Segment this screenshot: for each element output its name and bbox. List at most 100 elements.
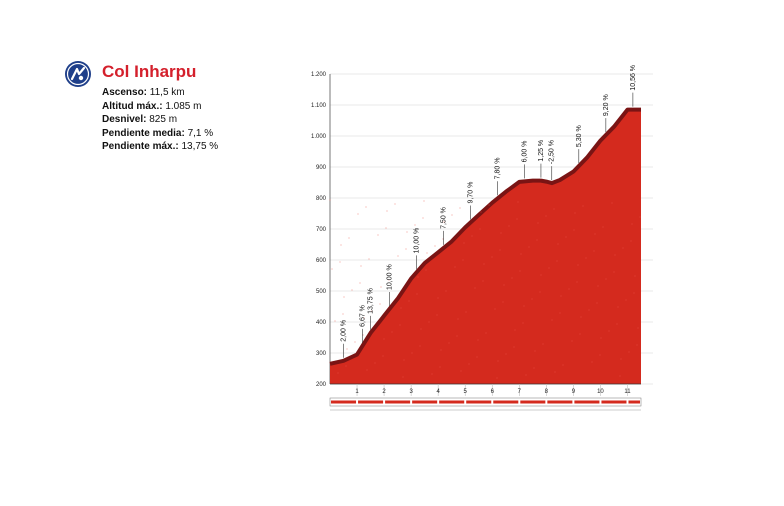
texture-dot: [420, 328, 422, 330]
texture-dot: [580, 316, 582, 318]
gradient-label: 9,20 %: [603, 94, 610, 116]
texture-dot: [462, 259, 464, 261]
texture-dot: [477, 339, 479, 341]
texture-dot: [479, 228, 481, 230]
gradient-label: 10,56 %: [630, 65, 637, 91]
x-tick-label: 1: [355, 389, 359, 395]
x-tick-label: 11: [624, 389, 631, 395]
texture-dot: [386, 210, 388, 212]
texture-dot: [382, 355, 384, 357]
gradient-label: 1,25 %: [538, 140, 545, 162]
texture-dot: [502, 301, 504, 303]
y-tick-label: 600: [316, 258, 327, 264]
texture-dot: [443, 221, 445, 223]
texture-dot: [602, 226, 604, 228]
km-strip-segment: [520, 400, 546, 404]
stat-label: Pendiente media:: [102, 127, 185, 139]
texture-dot: [496, 377, 498, 379]
texture-dot: [465, 311, 467, 313]
texture-dot: [445, 290, 447, 292]
texture-dot: [565, 236, 567, 238]
texture-dot: [560, 295, 562, 297]
y-tick-label: 400: [316, 320, 327, 326]
texture-dot: [639, 216, 641, 218]
texture-dot: [525, 374, 527, 376]
climb-title: Col Inharpu: [102, 62, 197, 81]
y-tick-label: 200: [316, 382, 327, 388]
y-tick-label: 1.100: [311, 103, 327, 109]
texture-dot: [419, 345, 421, 347]
texture-dot: [531, 298, 533, 300]
texture-dot: [371, 310, 373, 312]
texture-dot: [503, 284, 505, 286]
gradient-label: 2,00 %: [341, 320, 348, 342]
texture-dot: [380, 286, 382, 288]
texture-dot: [357, 213, 359, 215]
texture-dot: [536, 239, 538, 241]
km-strip-segment: [331, 400, 357, 404]
texture-dot: [411, 352, 413, 354]
texture-dot: [537, 222, 539, 224]
stat-label: Altitud máx.:: [102, 100, 163, 112]
texture-dot: [485, 332, 487, 334]
texture-dot: [545, 215, 547, 217]
texture-dot: [522, 322, 524, 324]
stat-value: 13,75 %: [181, 141, 219, 152]
gradient-label: 10,00 %: [386, 264, 393, 290]
texture-dot: [368, 258, 370, 260]
x-tick-label: 8: [545, 389, 549, 395]
texture-dot: [423, 200, 425, 202]
texture-dot: [403, 359, 405, 361]
texture-dot: [463, 242, 465, 244]
texture-dot: [482, 280, 484, 282]
km-strip-segment: [439, 400, 465, 404]
texture-dot: [597, 285, 599, 287]
texture-dot: [436, 314, 438, 316]
texture-dot: [540, 274, 542, 276]
km-strip-segment: [385, 400, 411, 404]
texture-dot: [343, 296, 345, 298]
texture-dot: [348, 237, 350, 239]
texture-dot: [360, 265, 362, 267]
texture-dot: [616, 323, 618, 325]
texture-dot: [359, 282, 361, 284]
km-strip-segment: [466, 400, 492, 404]
texture-dot: [391, 331, 393, 333]
texture-dot: [582, 205, 584, 207]
x-tick-label: 7: [518, 389, 522, 395]
texture-dot: [511, 277, 513, 279]
cycling-race-logo-icon: [65, 61, 91, 87]
texture-dot: [416, 293, 418, 295]
texture-dot: [533, 367, 535, 369]
texture-dot: [539, 291, 541, 293]
gradient-label: 6,00 %: [522, 141, 529, 163]
gradient-label: -2,50 %: [549, 140, 556, 164]
gradient-label: 13,75 %: [368, 288, 375, 314]
gradient-label: 6,67 %: [359, 305, 366, 327]
texture-dot: [599, 354, 601, 356]
texture-dot: [499, 249, 501, 251]
texture-dot: [574, 212, 576, 214]
texture-dot: [608, 330, 610, 332]
stat-max-altitude: Altitud máx.: 1.085 m: [102, 100, 218, 114]
texture-dot: [408, 300, 410, 302]
texture-dot: [534, 350, 536, 352]
texture-dot: [379, 303, 381, 305]
km-strip-segment: [493, 400, 519, 404]
x-tick-label: 4: [437, 389, 441, 395]
x-tick-label: 5: [464, 389, 468, 395]
y-tick-label: 1.000: [311, 134, 327, 140]
texture-dot: [588, 309, 590, 311]
x-tick-label: 10: [597, 389, 604, 395]
texture-dot: [345, 365, 347, 367]
texture-dot: [636, 344, 638, 346]
texture-dot: [426, 252, 428, 254]
x-tick-label: 3: [409, 389, 413, 395]
y-tick-label: 500: [316, 289, 327, 295]
texture-dot: [431, 373, 433, 375]
texture-dot: [571, 340, 573, 342]
texture-dot: [605, 278, 607, 280]
texture-dot: [385, 227, 387, 229]
y-tick-label: 800: [316, 196, 327, 202]
